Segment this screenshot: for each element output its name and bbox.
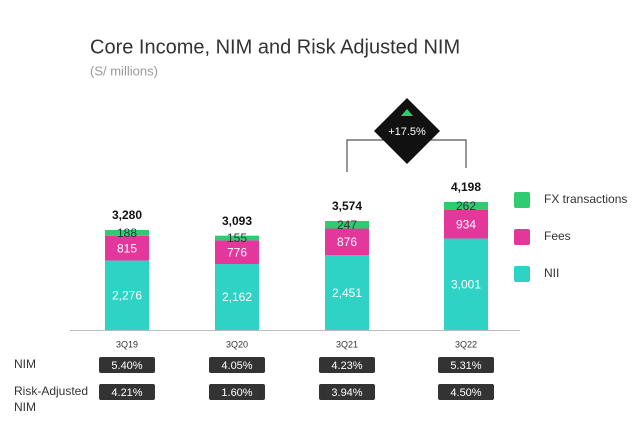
value-label: 262 — [456, 199, 476, 213]
value-label: 247 — [337, 218, 357, 232]
row-label: Risk-Adjusted NIM — [14, 384, 88, 414]
legend-swatch — [514, 266, 530, 282]
annotation-text: +17.5% — [388, 126, 426, 138]
bar-segment — [105, 235, 149, 261]
table-cell — [99, 384, 155, 400]
value-label: 188 — [117, 226, 137, 240]
table-value: 3.94% — [331, 387, 362, 399]
table-value: 4.50% — [450, 387, 481, 399]
x-tick-label: 3Q20 — [226, 339, 248, 349]
annotation-arrow — [401, 109, 413, 116]
table-value: 5.31% — [450, 360, 481, 372]
total-label: 3,093 — [222, 214, 252, 228]
table-cell — [99, 357, 155, 373]
bar-segment — [444, 238, 488, 330]
chart-title: Core Income, NIM and Risk Adjusted NIM — [90, 36, 460, 58]
table-cell — [319, 357, 375, 373]
bar-segment — [105, 260, 149, 330]
annotation-diamond — [374, 98, 440, 164]
bar-segment — [215, 235, 259, 241]
table-value: 4.21% — [111, 387, 142, 399]
bar-segment — [325, 255, 369, 330]
bar-segment — [215, 264, 259, 330]
bar-segment — [325, 220, 369, 229]
row-label: NIM — [14, 357, 36, 371]
total-label: 4,198 — [451, 180, 481, 194]
x-tick-label: 3Q19 — [116, 339, 138, 349]
total-label: 3,574 — [332, 199, 362, 213]
table-value: 4.23% — [331, 360, 362, 372]
value-label: 876 — [337, 235, 357, 249]
value-label: 776 — [227, 245, 247, 259]
x-tick-label: 3Q21 — [336, 339, 358, 349]
bar-segment — [444, 201, 488, 210]
table-cell — [438, 384, 494, 400]
legend-swatch — [514, 192, 530, 208]
table-value: 4.05% — [221, 360, 252, 372]
table-cell — [319, 384, 375, 400]
value-label: 2,162 — [222, 290, 252, 304]
value-label: 3,001 — [451, 277, 481, 291]
value-label: 2,276 — [112, 288, 142, 302]
table-cell — [209, 384, 265, 400]
chart-subtitle: (S/ millions) — [90, 63, 158, 78]
legend-swatch — [514, 229, 530, 245]
bar-segment — [325, 228, 369, 256]
table-value: 1.60% — [221, 387, 252, 399]
table-cell — [209, 357, 265, 373]
table-value: 5.40% — [111, 360, 142, 372]
bar-segment — [105, 229, 149, 236]
value-label: 155 — [227, 231, 247, 245]
value-label: 934 — [456, 217, 476, 231]
bar-segment — [215, 240, 259, 265]
legend-label: NII — [544, 266, 559, 280]
value-label: 815 — [117, 241, 137, 255]
value-label: 2,451 — [332, 286, 362, 300]
legend-label: FX transactions — [544, 192, 627, 206]
x-tick-label: 3Q22 — [455, 339, 477, 349]
legend-label: Fees — [544, 229, 571, 243]
bar-segment — [444, 209, 488, 239]
total-label: 3,280 — [112, 208, 142, 222]
table-cell — [438, 357, 494, 373]
